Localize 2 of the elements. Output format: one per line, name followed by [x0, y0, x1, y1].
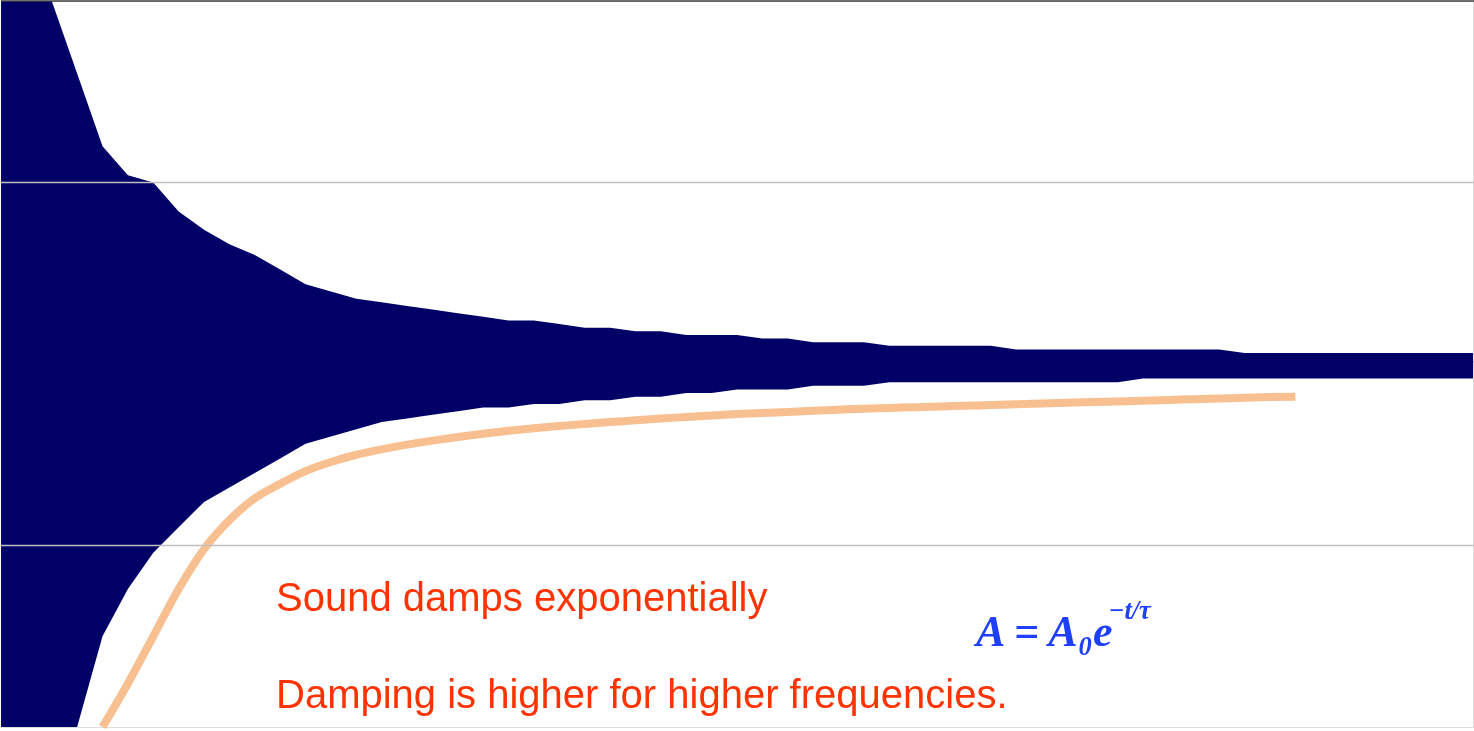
annotation: Sound damps exponentially	[276, 575, 768, 619]
annotation: Damping is higher for higher frequencies.	[276, 672, 1008, 716]
